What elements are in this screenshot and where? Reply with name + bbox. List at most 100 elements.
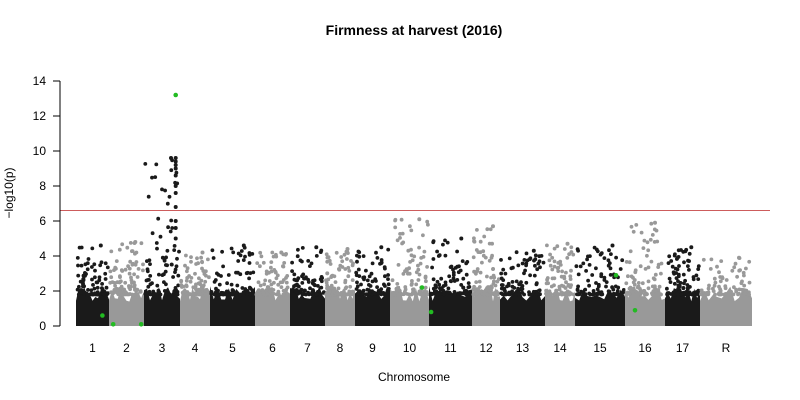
snp-point [672, 281, 677, 286]
snp-point [421, 292, 425, 297]
snp-peak-point [653, 220, 657, 225]
snp-point [403, 287, 408, 292]
snp-point [303, 288, 307, 293]
y-axis-label: −log10(p) [2, 167, 16, 218]
snp-point [424, 279, 428, 284]
snp-point [533, 253, 538, 258]
snp-point [586, 254, 590, 259]
snp-point [127, 292, 132, 296]
snp-point [621, 288, 626, 292]
snp-point [739, 281, 744, 286]
snp-point [97, 275, 102, 280]
snp-point [665, 291, 670, 295]
snp-point [149, 292, 153, 297]
snp-point [446, 286, 451, 291]
snp-point [336, 286, 341, 291]
snp-point [158, 234, 163, 239]
snp-point [514, 279, 519, 284]
snp-point [281, 288, 286, 293]
snp-point [281, 278, 286, 282]
snp-point [438, 286, 442, 291]
snp-point [171, 275, 176, 279]
snp-point [634, 223, 639, 227]
snp-point [734, 289, 739, 294]
snp-point [247, 261, 252, 265]
snp-point [306, 259, 311, 263]
snp-point [224, 292, 229, 297]
snp-point [510, 280, 515, 284]
snp-point [176, 273, 181, 278]
snp-point [520, 261, 525, 266]
snp-point [143, 162, 148, 166]
snp-point [117, 288, 122, 293]
snp-point [114, 259, 119, 263]
snp-point [185, 269, 189, 274]
snp-point [326, 277, 331, 282]
snp-point [631, 286, 636, 291]
snp-point [488, 227, 493, 232]
snp-point [616, 285, 621, 290]
snp-point [116, 292, 121, 297]
snp-point [650, 233, 655, 237]
snp-point [556, 269, 561, 273]
snp-point [594, 266, 598, 271]
snp-point [387, 287, 391, 291]
highlighted-snp [632, 308, 638, 313]
snp-point [599, 292, 604, 297]
snp-point [338, 292, 342, 297]
snp-peak-point [169, 156, 173, 160]
snp-point [98, 292, 102, 296]
snp-point [185, 266, 190, 271]
snp-point [443, 238, 447, 243]
snp-point [696, 267, 701, 271]
snp-point [639, 230, 644, 235]
snp-point [109, 249, 114, 254]
snp-point [534, 281, 539, 286]
snp-point [189, 276, 194, 280]
snp-point [198, 282, 203, 287]
snp-point [435, 249, 439, 254]
snp-point [266, 285, 271, 290]
snp-point [87, 292, 92, 297]
snp-point [650, 291, 654, 296]
snp-point [241, 258, 246, 262]
snp-point [339, 255, 344, 259]
snp-point [163, 269, 168, 274]
snp-point [624, 281, 629, 286]
chromosome-snp-cloud [665, 285, 700, 326]
snp-point [691, 275, 696, 279]
snp-point [724, 292, 728, 296]
snp-point [742, 292, 747, 296]
snp-point [216, 292, 220, 297]
snp-point [314, 254, 319, 258]
snp-point [150, 231, 155, 236]
snp-point [79, 263, 84, 268]
snp-point [552, 259, 557, 264]
snp-point [439, 276, 444, 281]
snp-point [264, 271, 269, 276]
snp-point [112, 281, 117, 285]
snp-point [206, 257, 210, 262]
snp-point [112, 287, 117, 292]
snp-point [460, 291, 464, 296]
snp-point [541, 260, 546, 265]
snp-point [293, 278, 298, 283]
snp-peak-point [417, 217, 422, 222]
snp-point [322, 290, 326, 294]
snp-point [449, 279, 453, 284]
snp-point [396, 263, 401, 267]
x-tick-label: 2 [123, 341, 130, 355]
snp-point [194, 282, 198, 287]
chromosome-snp-cloud [545, 288, 575, 326]
snp-point [455, 249, 459, 254]
snp-point [447, 274, 452, 279]
snp-point [747, 259, 752, 264]
x-axis-label: Chromosome [378, 370, 450, 384]
snp-point [507, 256, 512, 261]
snp-point [205, 292, 210, 296]
snp-point [276, 282, 281, 287]
snp-point [599, 251, 604, 256]
snp-point [595, 291, 599, 296]
snp-point [258, 292, 262, 297]
snp-point [173, 173, 178, 178]
